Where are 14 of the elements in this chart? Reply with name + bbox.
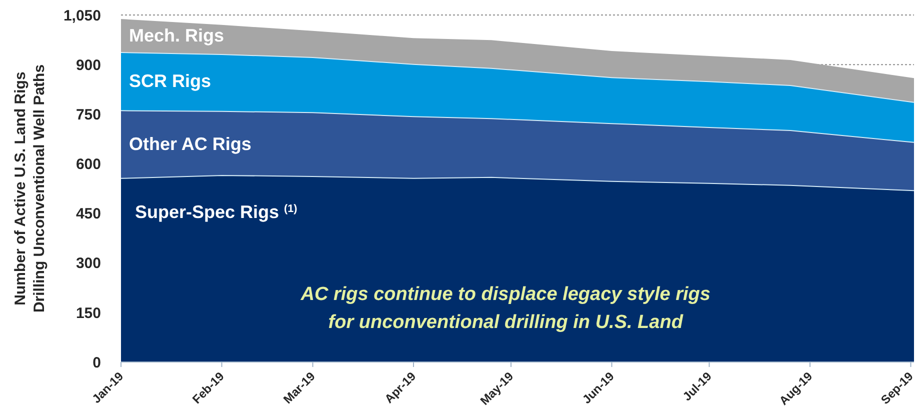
y-tick-label: 450 bbox=[76, 206, 101, 223]
y-axis-title: Number of Active U.S. Land Rigs Drilling Unconventional Well Paths bbox=[12, 64, 48, 313]
series-label: Other AC Rigs bbox=[129, 134, 252, 154]
y-tick-label: 600 bbox=[76, 156, 101, 174]
y-tick-label: 0 bbox=[92, 354, 101, 372]
series-label: Mech. Rigs bbox=[129, 25, 224, 46]
series-label: SCR Rigs bbox=[129, 71, 212, 92]
y-tick-label: 750 bbox=[76, 106, 101, 124]
y-tick-label: 1,050 bbox=[63, 7, 101, 24]
annotation: AC rigs continue to displace legacy style rigs for unconventional drilling in U.S. Land bbox=[300, 284, 710, 333]
y-tick-label: 150 bbox=[76, 304, 101, 322]
series-label: Super-Spec Rigs $^{(1)}$ bbox=[135, 202, 298, 222]
y-tick-label: 300 bbox=[76, 255, 101, 272]
y-tick-label: 900 bbox=[76, 56, 101, 74]
